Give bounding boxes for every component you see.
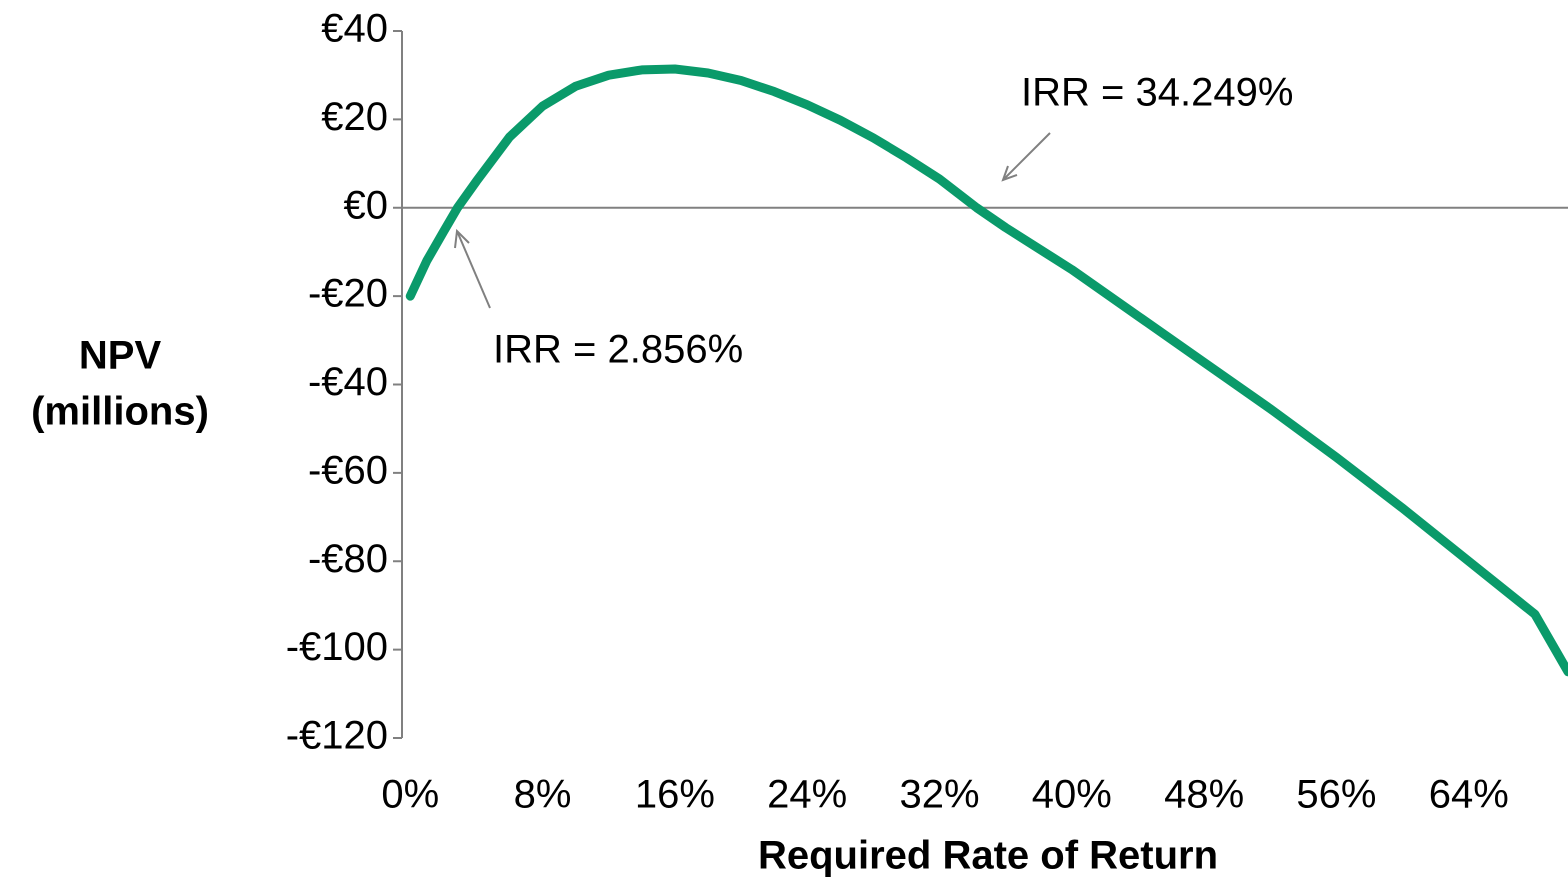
x-tick-label: 64% [1429,773,1509,817]
y-tick-label: €40 [321,7,388,51]
y-tick-label: €20 [321,95,388,139]
annotation-arrows [454,132,1051,309]
y-tick-label: -€120 [286,714,388,758]
annotation: IRR = 34.249% [1021,71,1293,115]
arrow [1002,132,1051,181]
x-tick-label: 56% [1296,773,1376,817]
y-tick-label: -€100 [286,625,388,669]
arrow-head [1001,165,1018,182]
x-tick-label: 32% [899,773,979,817]
y-tick-label: -€80 [308,537,388,581]
arrow [456,230,491,309]
x-tick-label: 0% [381,773,439,817]
x-tick-label: 24% [767,773,847,817]
y-tick-label: -€20 [308,272,388,316]
x-tick-label: 16% [635,773,715,817]
x-tick-label: 48% [1164,773,1244,817]
y-tick-label: -€40 [308,360,388,404]
x-tick-label: 8% [514,773,572,817]
y-tick-label: -€60 [308,448,388,492]
y-tick-label: €0 [344,183,389,227]
arrow-head [454,228,470,249]
annotation: IRR = 2.856% [493,328,743,372]
x-tick-label: 40% [1032,773,1112,817]
y-axis-label: NPV [79,334,162,378]
npv-line [405,64,1568,677]
y-axis-label: (millions) [31,390,209,434]
x-axis-label: Required Rate of Return [758,834,1218,878]
